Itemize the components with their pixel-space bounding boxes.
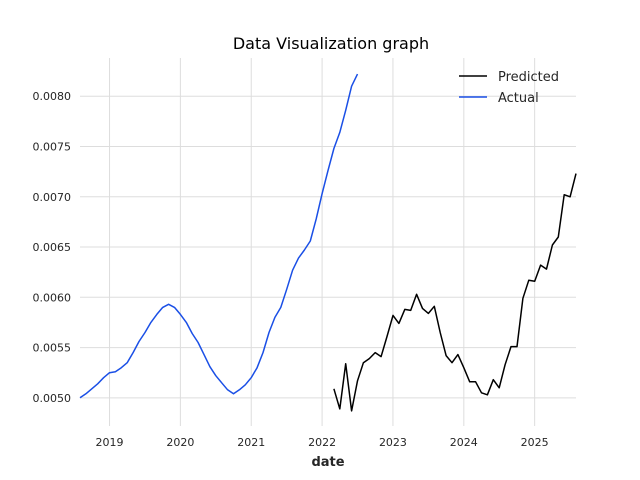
legend-label-predicted: Predicted [498,70,559,85]
x-axis-ticks: 2019 2020 2021 2022 2023 2024 2025 [96,436,549,449]
x-tick-label: 2020 [166,436,194,449]
y-tick-label: 0.0055 [33,342,72,355]
x-tick-label: 2023 [379,436,407,449]
x-tick-label: 2019 [96,436,124,449]
x-tick-label: 2024 [450,436,478,449]
x-axis-label: date [311,455,344,470]
y-tick-label: 0.0050 [33,392,72,405]
y-tick-label: 0.0060 [33,291,72,304]
legend-label-actual: Actual [498,91,539,106]
y-tick-label: 0.0065 [33,241,72,254]
series-line-predicted [333,173,577,412]
y-axis-ticks: 0.0050 0.0055 0.0060 0.0065 0.0070 0.0075 0.00… [33,90,72,405]
series-line-actual [79,73,359,399]
legend: Predicted Actual [459,70,559,106]
series-layer [79,73,577,412]
x-tick-label: 2022 [308,436,336,449]
x-tick-label: 2025 [521,436,549,449]
y-tick-label: 0.0070 [33,191,72,204]
x-tick-label: 2021 [237,436,265,449]
y-tick-label: 0.0075 [33,140,72,153]
chart-title: Data Visualization graph [233,34,429,53]
grid-lines [80,58,576,426]
y-tick-label: 0.0080 [33,90,72,103]
